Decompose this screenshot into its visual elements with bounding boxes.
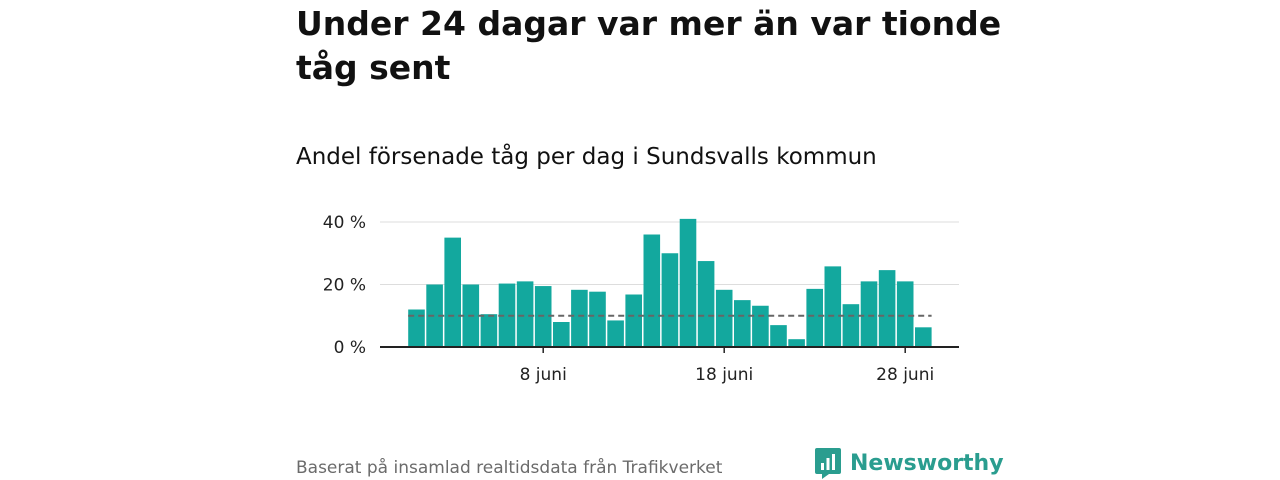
bar [915,327,932,347]
bar [770,325,787,347]
brand-logo: Newsworthy [814,446,1004,480]
bar [625,294,642,347]
y-tick-label: 40 % [323,213,366,233]
bars [408,218,932,347]
bar [553,322,570,347]
bar [408,309,425,347]
newsworthy-logo-icon [815,448,841,479]
bar [806,288,823,347]
bar [426,284,443,347]
bar [752,305,769,347]
bar [896,281,914,347]
bar [860,281,878,347]
x-tick-label: 8 juni [520,365,567,385]
bar [661,253,679,347]
bar [697,261,715,347]
bar [788,339,805,347]
y-tick-label: 0 % [334,338,366,358]
brand-name: Newsworthy [850,450,1004,476]
chart-title: Under 24 dagar var mer än var tionde tåg… [296,4,1002,87]
bar [480,314,498,347]
bar [444,237,461,347]
bar [498,283,516,347]
bar [715,289,733,347]
bar [824,266,842,347]
chart-subtitle: Andel försenade tåg per dag i Sundsvalls… [296,144,877,170]
bar-chart: 0 % 20 % 40 % 8 juni 18 juni 28 juni [323,213,959,385]
bar [516,281,534,347]
y-tick-label: 20 % [323,276,366,296]
bar [607,320,624,347]
bar [842,304,860,347]
bar [643,234,661,347]
source-note: Baserat på insamlad realtidsdata från Tr… [296,458,723,478]
bar [734,300,751,347]
bar [679,218,697,347]
x-tick-label: 18 juni [695,365,753,385]
x-tick-label: 28 juni [876,365,934,385]
axes: 0 % 20 % 40 % 8 juni 18 juni 28 juni [323,213,959,385]
bar [878,270,896,347]
bar [571,289,588,347]
bar [589,291,606,347]
